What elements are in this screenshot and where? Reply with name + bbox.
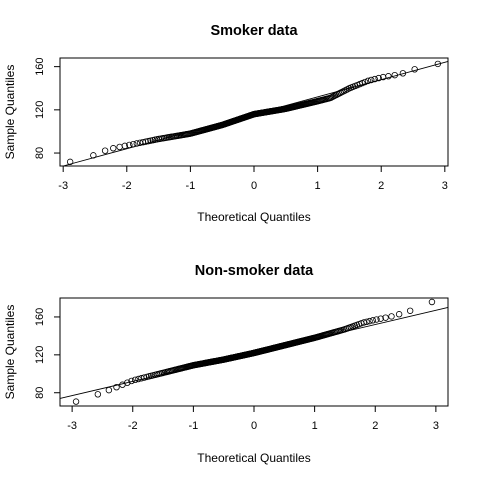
smoker-x-tick-label: 2 [378, 180, 384, 192]
smoker-data-point [142, 138, 149, 145]
smoker-data-point [411, 66, 418, 73]
smoker-y-axis-title: Sample Quantiles [3, 65, 17, 160]
smoker-y-tick-label: 160 [34, 57, 46, 75]
non-smoker-data-point [128, 377, 135, 385]
smoker-data-point [385, 73, 392, 80]
smoker-data-point [368, 76, 375, 84]
smoker-x-axis-ticks: -3 -2 -1 0 1 2 3 [58, 166, 448, 192]
non-smoker-x-tick-label: -2 [128, 420, 138, 432]
non-smoker-data-point [373, 316, 380, 323]
non-smoker-data-point [388, 313, 395, 320]
non-smoker-y-axis-ticks: 80 120 160 [34, 308, 60, 399]
non-smoker-points [72, 298, 436, 405]
smoker-y-tick-label: 120 [34, 101, 46, 119]
smoker-data-point [116, 143, 123, 151]
non-smoker-data-point [135, 375, 142, 383]
smoker-data-point [130, 140, 137, 148]
non-smoker-x-axis-ticks: -3 -2 -1 0 1 2 3 [67, 406, 439, 432]
smoker-data-point [110, 145, 117, 152]
non-smoker-x-tick-label: -1 [188, 420, 198, 432]
smoker-data-point [361, 78, 369, 86]
non-smoker-data-point [382, 314, 389, 321]
non-smoker-data-point [131, 376, 139, 384]
smoker-points [66, 60, 442, 166]
non-smoker-data-point [363, 318, 370, 326]
non-smoker-x-axis-title: Theoretical Quantiles [197, 451, 310, 465]
non-smoker-data-point [105, 386, 113, 394]
smoker-y-axis-ticks: 80 120 160 [34, 57, 60, 159]
smoker-data-point [399, 70, 407, 77]
non-smoker-y-tick-label: 120 [34, 346, 46, 364]
non-smoker-x-tick-label: 2 [372, 420, 378, 432]
non-smoker-x-tick-label: 3 [433, 420, 439, 432]
smoker-data-point [101, 147, 109, 154]
smoker-x-tick-label: 1 [315, 180, 321, 192]
non-smoker-data-point [395, 311, 403, 318]
non-smoker-data-point [124, 379, 131, 386]
smoker-data-point [359, 79, 366, 87]
smoker-chart-title: Smoker data [210, 23, 298, 39]
smoker-data-point [375, 74, 382, 82]
non-smoker-y-tick-label: 160 [34, 308, 46, 326]
non-smoker-data-point [369, 317, 377, 324]
non-smoker-chart-title: Non-smoker data [195, 263, 314, 279]
smoker-data-point [90, 152, 97, 159]
smoker-y-tick-label: 80 [34, 147, 46, 159]
smoker-data-point [126, 141, 133, 149]
smoker-data-point [121, 142, 129, 150]
smoker-x-tick-label: 0 [251, 180, 257, 192]
smoker-data-point [391, 71, 398, 79]
smoker-x-axis-title: Theoretical Quantiles [197, 210, 310, 224]
non-smoker-data-point [113, 383, 120, 391]
smoker-data-point [133, 140, 140, 147]
non-smoker-data-point [72, 398, 80, 405]
non-smoker-qq-panel: Non-smoker data -3 -2 -1 0 1 2 3 80 120 160 Theo… [3, 263, 449, 465]
smoker-data-point [66, 158, 74, 166]
smoker-x-tick-label: -1 [186, 180, 196, 192]
smoker-x-tick-label: -3 [58, 180, 68, 192]
non-smoker-data-point [377, 315, 384, 322]
smoker-data-point [434, 60, 442, 68]
non-smoker-data-point [428, 298, 436, 306]
smoker-x-tick-label: 3 [442, 180, 448, 192]
non-smoker-data-point [140, 374, 148, 381]
non-smoker-x-tick-label: -3 [67, 420, 77, 432]
smoker-data-point [364, 77, 372, 85]
non-smoker-data-point [94, 391, 102, 398]
non-smoker-y-axis-title: Sample Quantiles [3, 305, 17, 400]
smoker-x-tick-label: -2 [122, 180, 132, 192]
non-smoker-data-point [406, 307, 414, 314]
smoker-qq-panel: Smoker data -3 -2 -1 0 1 2 3 80 120 160 Theoreti… [3, 23, 449, 224]
non-smoker-x-tick-label: 0 [251, 420, 257, 432]
non-smoker-x-tick-label: 1 [312, 420, 318, 432]
smoker-data-point [147, 137, 154, 144]
non-smoker-data-point [143, 373, 150, 381]
smoker-data-point [144, 137, 152, 145]
smoker-data-point [371, 75, 378, 83]
non-smoker-y-tick-label: 80 [34, 387, 46, 399]
non-smoker-data-point [366, 317, 373, 325]
